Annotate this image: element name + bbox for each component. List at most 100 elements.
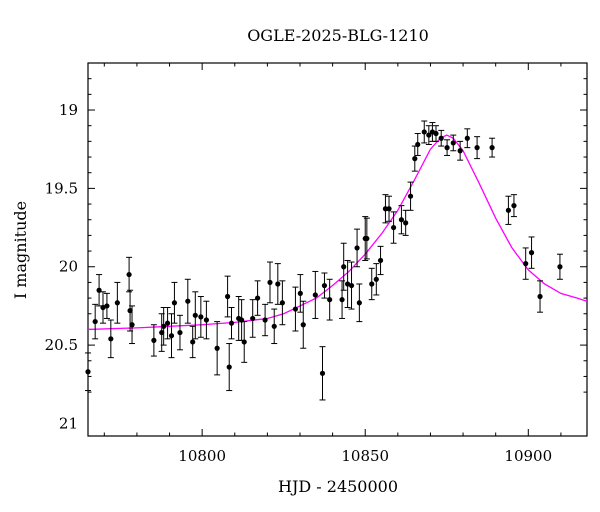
point-marker xyxy=(267,279,273,286)
tick-marks xyxy=(88,63,587,436)
data-point xyxy=(254,280,261,316)
data-point xyxy=(505,195,512,225)
point-marker xyxy=(228,320,235,326)
point-marker xyxy=(407,193,414,199)
data-point xyxy=(382,194,389,224)
data-point xyxy=(238,299,245,341)
data-point xyxy=(457,140,464,161)
data-point xyxy=(429,122,436,142)
data-point xyxy=(377,245,384,276)
data-point xyxy=(398,205,405,235)
data-point xyxy=(386,195,393,222)
point-marker xyxy=(192,312,198,318)
data-point xyxy=(92,303,99,340)
point-marker xyxy=(412,156,418,162)
y-tick-label: 19.5 xyxy=(45,179,78,197)
data-point xyxy=(312,270,319,319)
point-marker xyxy=(450,140,456,146)
point-marker xyxy=(100,304,106,311)
point-marker xyxy=(356,300,362,306)
data-point xyxy=(164,306,171,340)
data-point xyxy=(407,181,414,211)
point-marker xyxy=(345,281,351,287)
y-tick-label: 20.5 xyxy=(45,336,78,354)
data-point xyxy=(340,242,347,291)
data-point xyxy=(192,291,199,340)
data-point xyxy=(168,313,175,359)
data-point xyxy=(414,133,421,156)
point-marker xyxy=(185,298,191,304)
point-marker xyxy=(190,339,196,345)
data-point xyxy=(348,261,355,310)
point-marker xyxy=(300,322,306,328)
data-point xyxy=(425,125,432,145)
data-point xyxy=(421,120,428,144)
data-point xyxy=(368,267,375,301)
data-point xyxy=(300,300,307,349)
data-point xyxy=(203,300,210,340)
point-marker xyxy=(457,148,463,154)
data-point xyxy=(126,256,133,293)
data-point xyxy=(85,352,91,392)
chart-title: OGLE-2025-BLG-1210 xyxy=(247,26,429,45)
point-marker xyxy=(415,141,421,148)
data-point xyxy=(489,137,496,158)
point-marker xyxy=(108,336,114,342)
point-marker xyxy=(444,145,450,151)
data-point xyxy=(356,283,363,323)
data-point xyxy=(522,247,529,280)
y-tick-label: 20 xyxy=(59,258,78,276)
y-tick-labels: 19 19.5 20 20.5 21 xyxy=(45,101,78,432)
point-marker xyxy=(426,132,432,138)
point-marker xyxy=(373,276,379,282)
point-marker xyxy=(386,206,392,212)
point-marker xyxy=(85,369,91,375)
point-marker xyxy=(528,250,535,256)
data-point xyxy=(226,343,233,392)
point-marker xyxy=(523,261,529,267)
data-point xyxy=(184,278,191,324)
point-marker xyxy=(114,300,120,306)
data-point xyxy=(438,129,445,147)
point-marker xyxy=(433,130,439,137)
point-marker xyxy=(279,300,285,306)
data-point xyxy=(444,139,451,156)
data-point xyxy=(103,292,110,319)
data-point xyxy=(262,303,269,337)
data-point xyxy=(96,274,103,307)
point-marker xyxy=(275,281,281,287)
point-marker xyxy=(129,322,135,328)
data-point xyxy=(266,261,273,304)
data-point xyxy=(390,211,397,244)
point-marker xyxy=(364,235,370,242)
x-tick-label: 10900 xyxy=(504,447,552,465)
data-point xyxy=(197,296,204,338)
data-point xyxy=(321,272,328,299)
point-marker xyxy=(398,217,405,223)
point-marker xyxy=(511,203,517,209)
point-marker xyxy=(489,145,495,151)
data-point xyxy=(354,228,361,268)
data-point xyxy=(297,274,304,313)
point-marker xyxy=(403,220,409,226)
point-marker xyxy=(254,295,261,301)
point-marker xyxy=(198,314,204,320)
point-marker xyxy=(341,264,347,270)
data-point xyxy=(402,209,409,236)
point-marker xyxy=(312,292,318,298)
data-point xyxy=(344,259,351,308)
data-point xyxy=(411,145,418,172)
point-marker xyxy=(438,135,444,141)
data-point xyxy=(100,291,107,324)
data-point xyxy=(249,299,256,338)
point-marker xyxy=(203,317,209,323)
data-point xyxy=(363,217,370,260)
data-point xyxy=(510,194,517,218)
point-marker xyxy=(262,317,268,323)
y-tick-label: 21 xyxy=(59,414,78,432)
data-point xyxy=(432,125,439,142)
point-marker xyxy=(214,345,220,351)
data-point xyxy=(450,134,457,152)
x-tick-labels: 10800 10850 10900 xyxy=(178,447,552,465)
